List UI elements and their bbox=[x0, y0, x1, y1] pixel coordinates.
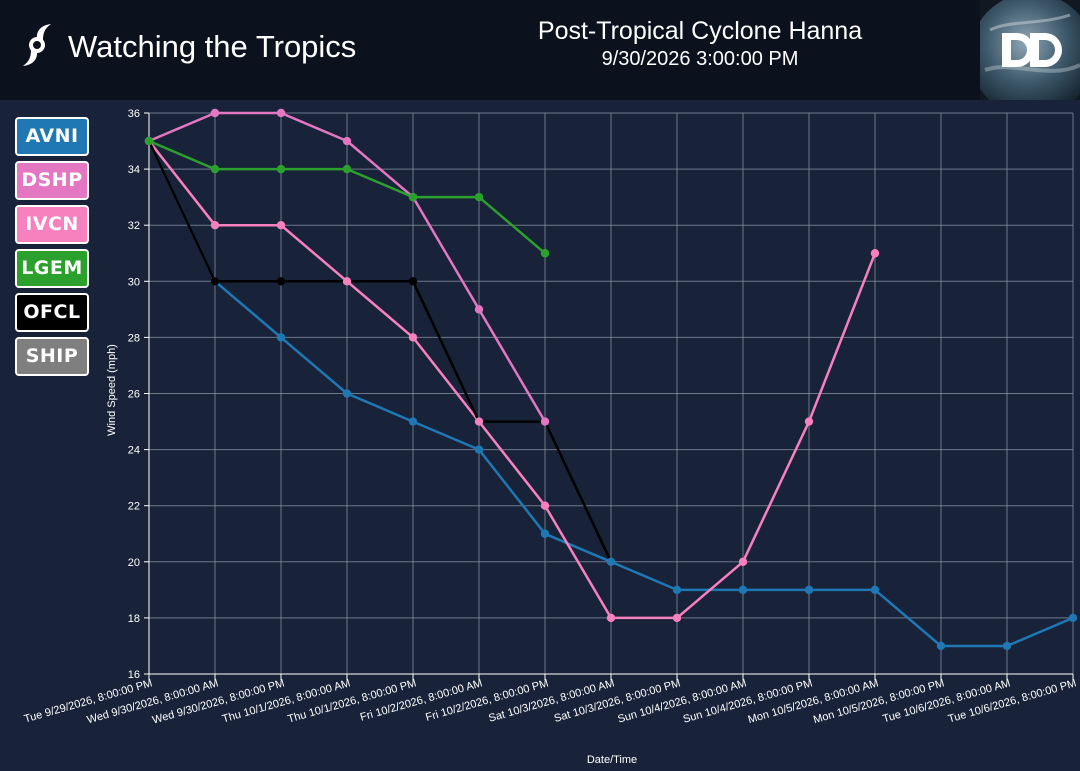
y-tick-label: 24 bbox=[128, 445, 140, 457]
series-markers bbox=[144, 108, 1078, 651]
data-point-dshp bbox=[342, 136, 352, 146]
data-point-ivcn bbox=[342, 277, 352, 286]
legend-button-ship[interactable]: SHIP bbox=[15, 337, 89, 376]
x-axis-title: Date/Time bbox=[587, 754, 637, 766]
data-point-avni bbox=[738, 585, 748, 595]
brand[interactable]: Watching the Tropics bbox=[18, 22, 356, 72]
data-point-ivcn bbox=[804, 417, 814, 426]
data-point-avni bbox=[276, 333, 286, 342]
data-point-lgem bbox=[210, 164, 220, 174]
data-point-lgem bbox=[540, 249, 550, 258]
data-point-dshp bbox=[540, 417, 550, 426]
app-title: Watching the Tropics bbox=[68, 29, 357, 64]
y-tick-label: 22 bbox=[128, 501, 140, 513]
chart-grid bbox=[148, 112, 1074, 675]
data-point-lgem bbox=[276, 164, 286, 174]
data-point-dshp bbox=[210, 108, 220, 118]
data-point-avni bbox=[936, 641, 946, 651]
y-tick-label: 26 bbox=[128, 389, 140, 401]
data-point-dshp bbox=[276, 108, 286, 118]
wind-speed-chart: 16 18 20 22 24 26 28 30 32 34 36 Tue 9/29/2026, 8:… bbox=[23, 108, 1078, 766]
legend-button-ofcl[interactable]: OFCL bbox=[15, 293, 89, 332]
storm-name: Post-Tropical Cyclone Hanna bbox=[537, 17, 863, 45]
data-point-ivcn bbox=[672, 613, 682, 623]
data-point-avni bbox=[408, 417, 418, 426]
data-point-ivcn bbox=[540, 501, 550, 510]
data-point-lgem bbox=[342, 164, 352, 174]
data-point-ivcn bbox=[276, 221, 286, 230]
y-tick-label: 28 bbox=[128, 332, 140, 344]
y-tick-label: 30 bbox=[128, 276, 140, 288]
y-axis-title: Wind Speed (mph) bbox=[106, 344, 118, 436]
data-point-avni bbox=[870, 585, 880, 595]
data-point-lgem bbox=[408, 192, 418, 202]
series-line-ivcn bbox=[148, 140, 877, 620]
data-point-ivcn bbox=[474, 417, 484, 426]
y-tick-label: 36 bbox=[128, 108, 140, 120]
data-point-ofcl bbox=[210, 277, 220, 286]
data-point-avni bbox=[474, 445, 484, 454]
data-point-ofcl bbox=[408, 277, 418, 286]
data-point-ivcn bbox=[738, 557, 748, 566]
legend-button-dshp[interactable]: DSHP bbox=[15, 161, 89, 200]
data-point-avni bbox=[606, 557, 616, 566]
data-point-avni bbox=[804, 585, 814, 595]
series-line-ofcl bbox=[147, 140, 613, 563]
legend-button-ivcn[interactable]: IVCN bbox=[15, 205, 89, 244]
legend-button-avni[interactable]: AVNI bbox=[15, 117, 89, 156]
storm-time: 9/30/2026 3:00:00 PM bbox=[601, 48, 799, 70]
y-tick-label: 18 bbox=[128, 613, 140, 625]
y-tick-label: 34 bbox=[128, 164, 140, 176]
y-tick-label: 20 bbox=[128, 557, 140, 569]
y-tick-label: 16 bbox=[128, 669, 140, 681]
data-point-avni bbox=[342, 389, 352, 398]
y-axis-ticks: 16 18 20 22 24 26 28 30 32 34 36 bbox=[128, 108, 149, 681]
data-point-lgem bbox=[474, 192, 484, 202]
data-point-ofcl bbox=[276, 277, 286, 286]
hurricane-icon bbox=[18, 22, 56, 73]
data-point-avni bbox=[1002, 641, 1012, 651]
legend-button-lgem[interactable]: LGEM bbox=[15, 249, 89, 288]
storm-info: Post-Tropical Cyclone Hanna 9/30/2026 3:… bbox=[470, 16, 930, 72]
model-legend: AVNI DSHP IVCN LGEM OFCL SHIP bbox=[15, 117, 93, 381]
data-point-ivcn bbox=[408, 333, 418, 342]
data-point-ivcn bbox=[606, 613, 616, 623]
data-point-avni bbox=[1068, 613, 1078, 623]
y-tick-label: 32 bbox=[128, 220, 140, 232]
data-point-ivcn bbox=[210, 221, 220, 230]
data-point-avni bbox=[672, 585, 682, 595]
data-point-ivcn bbox=[870, 249, 880, 258]
header: Watching the Tropics Post-Tropical Cyclo… bbox=[0, 0, 1080, 100]
data-point-lgem bbox=[144, 136, 154, 146]
dd-logo-icon[interactable] bbox=[980, 0, 1080, 100]
data-point-dshp bbox=[474, 305, 484, 314]
data-point-avni bbox=[540, 529, 550, 538]
